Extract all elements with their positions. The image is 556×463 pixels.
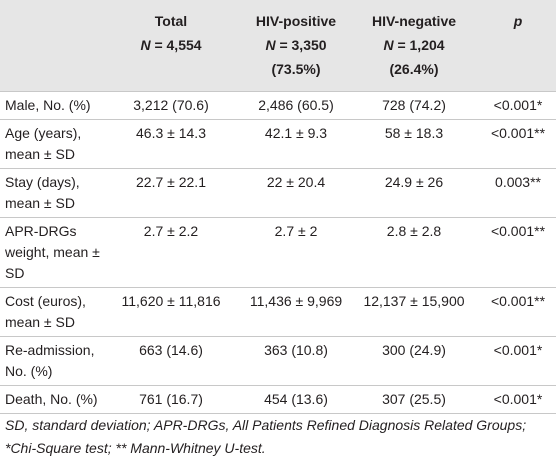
total-value: 663 (14.6) [118,336,224,386]
row-label: Cost (euros), mean ± SD [0,287,118,337]
row-label: Male, No. (%) [0,91,118,120]
table-body: Male, No. (%) 3,212 (70.6) 2,486 (60.5) … [0,91,556,414]
cohort-characteristics-table: Total N = 4,554 HIV-positive N = 3,350 (… [0,0,556,414]
table-header: Total N = 4,554 HIV-positive N = 3,350 (… [0,0,556,92]
table-row-male: Male, No. (%) 3,212 (70.6) 2,486 (60.5) … [0,91,556,120]
hiv-positive-value: 42.1 ± 9.3 [224,119,348,169]
header-hiv-positive-pct: (73.5%) [271,61,321,77]
header-hiv-negative: HIV-negative N = 1,204 (26.4%) [348,0,474,92]
hiv-negative-value: 728 (74.2) [348,91,474,120]
p-value: <0.001* [474,385,556,414]
row-label: Stay (days), mean ± SD [0,168,118,218]
p-value: 0.003** [474,168,556,218]
p-value: <0.001** [474,119,556,169]
row-label: Re-admission, No. (%) [0,336,118,386]
hiv-negative-value: 58 ± 18.3 [348,119,474,169]
hiv-negative-value: 24.9 ± 26 [348,168,474,218]
hiv-negative-value: 12,137 ± 15,900 [348,287,474,337]
p-value: <0.001** [474,287,556,337]
header-hiv-positive-title: HIV-positive [255,13,337,29]
header-total: Total N = 4,554 [118,0,224,92]
header-total-title: Total [154,13,188,29]
row-label: Death, No. (%) [0,385,118,414]
hiv-positive-value: 2.7 ± 2 [224,217,348,288]
row-label: APR-DRGs weight, mean ± SD [0,217,118,288]
header-hiv-negative-title: HIV-negative [371,13,457,29]
p-value: <0.001* [474,336,556,386]
row-label: Age (years), mean ± SD [0,119,118,169]
total-value: 2.7 ± 2.2 [118,217,224,288]
header-hiv-negative-n: N = 1,204 [383,37,445,53]
table-row-cost: Cost (euros), mean ± SD 11,620 ± 11,816 … [0,287,556,337]
table-row-readmission: Re-admission, No. (%) 663 (14.6) 363 (10… [0,336,556,386]
hiv-negative-value: 2.8 ± 2.8 [348,217,474,288]
header-p-title: p [513,13,523,29]
table-row-age: Age (years), mean ± SD 46.3 ± 14.3 42.1 … [0,119,556,169]
hiv-positive-value: 454 (13.6) [224,385,348,414]
table-row-apr-drgs-weight: APR-DRGs weight, mean ± SD 2.7 ± 2.2 2.7… [0,217,556,288]
header-p-value: p [474,0,556,92]
hiv-positive-value: 363 (10.8) [224,336,348,386]
header-label-cell [0,0,118,92]
header-row: Total N = 4,554 HIV-positive N = 3,350 (… [0,0,556,92]
header-total-n: N = 4,554 [140,37,202,53]
hiv-positive-value: 22 ± 20.4 [224,168,348,218]
total-value: 22.7 ± 22.1 [118,168,224,218]
table-footnote: SD, standard deviation; APR-DRGs, All Pa… [0,414,556,460]
header-hiv-positive: HIV-positive N = 3,350 (73.5%) [224,0,348,92]
footnote-tests: *Chi-Square test; ** Mann-Whitney U-test… [5,440,266,456]
hiv-positive-value: 2,486 (60.5) [224,91,348,120]
header-hiv-positive-n: N = 3,350 [265,37,327,53]
p-value: <0.001** [474,217,556,288]
total-value: 3,212 (70.6) [118,91,224,120]
hiv-negative-value: 300 (24.9) [348,336,474,386]
footnote-abbreviations: SD, standard deviation; APR-DRGs, All Pa… [5,417,527,433]
total-value: 11,620 ± 11,816 [118,287,224,337]
hiv-negative-value: 307 (25.5) [348,385,474,414]
header-hiv-negative-pct: (26.4%) [389,61,439,77]
total-value: 46.3 ± 14.3 [118,119,224,169]
table-row-death: Death, No. (%) 761 (16.7) 454 (13.6) 307… [0,385,556,414]
p-value: <0.001* [474,91,556,120]
total-value: 761 (16.7) [118,385,224,414]
hiv-positive-value: 11,436 ± 9,969 [224,287,348,337]
table-row-stay: Stay (days), mean ± SD 22.7 ± 22.1 22 ± … [0,168,556,218]
